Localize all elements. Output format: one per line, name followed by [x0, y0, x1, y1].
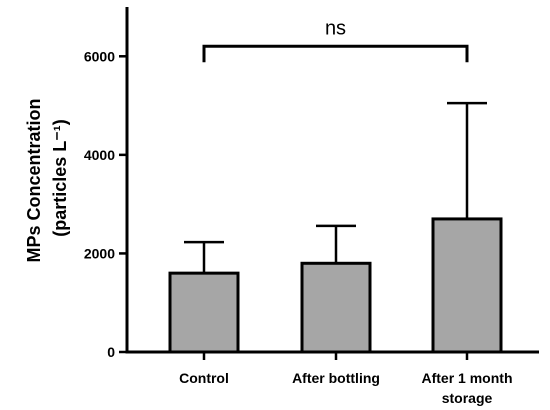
y-tick-label: 6000 — [84, 48, 115, 64]
y-tick-label: 0 — [107, 344, 115, 360]
x-category-label: Control — [179, 370, 229, 386]
bar — [300, 261, 372, 354]
y-tick-label: 4000 — [84, 147, 115, 163]
y-axis-label-line1: MPs Concentration — [24, 99, 44, 263]
bar — [168, 271, 240, 354]
y-tick-label: 2000 — [84, 245, 115, 261]
bar — [431, 217, 503, 354]
plot-area: 0 2000 4000 6000 Control After bottling After … — [84, 7, 539, 406]
x-category-label: After bottling — [292, 370, 380, 386]
x-category-label: After 1 month storage — [422, 370, 513, 406]
y-axis-label: MPs Concentration (particles L⁻¹) — [24, 93, 70, 262]
y-axis-label-line2: (particles L⁻¹) — [50, 119, 70, 237]
significance-bracket — [202, 44, 469, 63]
significance-label: ns — [325, 17, 346, 39]
